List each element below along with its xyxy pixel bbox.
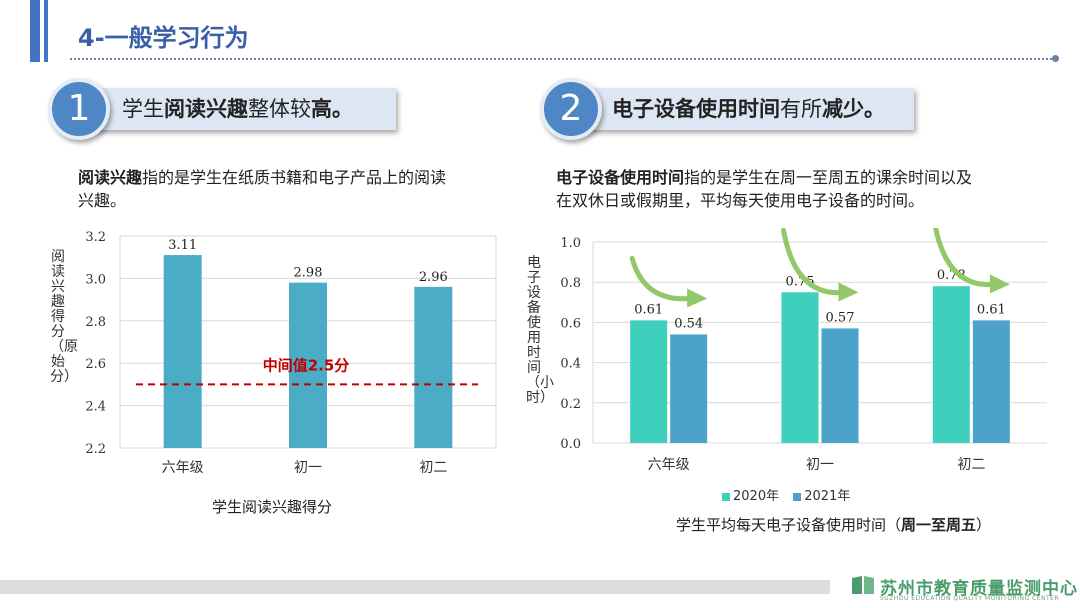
title-divider xyxy=(70,58,1052,60)
title-divider-end-dot xyxy=(1052,55,1059,62)
chart-2-data-label: 0.57 xyxy=(826,310,855,325)
chart-2-data-label: 0.75 xyxy=(786,274,815,289)
legend-label: 2021年 xyxy=(804,489,851,504)
section-2-heading: 电子设备使用时间有所减少。 xyxy=(580,88,914,130)
chart-2-device-usage: 0.0 0.2 0.4 0.6 0.8 1.0 六年级 0.61 0.54 初一 0.75 0.57 初… xyxy=(560,228,1047,473)
section-1-description: 阅读兴趣指的是学生在纸质书籍和电子产品上的阅读 兴趣。 xyxy=(78,166,508,212)
chart-1-bar xyxy=(289,282,327,448)
chart-1-y-tick-label: 3.0 xyxy=(85,272,106,287)
trend-arrow-icon xyxy=(629,255,694,302)
section-2-heading-bold: 电子设备使用时间 xyxy=(612,97,780,121)
legend-swatch-icon xyxy=(793,492,802,501)
trend-arrow-icon xyxy=(933,228,997,288)
section-2-heading-part: 有所 xyxy=(780,97,822,121)
chart-2-bar-2021 xyxy=(972,320,1010,443)
chart-2-data-label: 0.61 xyxy=(634,302,663,317)
book-logo-icon xyxy=(852,576,874,594)
section-2-number-badge: 2 xyxy=(540,78,602,140)
chart-1-y-axis-title: 阅读兴趣得分（原始分） xyxy=(50,249,78,385)
chart-2-y-tick-label: 0.8 xyxy=(560,276,581,291)
chart-2-y-axis-title: 电子设备使用时间（小时） xyxy=(526,255,554,406)
footer-bar xyxy=(0,580,830,594)
chart-1-bar xyxy=(414,286,453,448)
chart-2-data-label: 0.61 xyxy=(977,302,1006,317)
trend-arrow-head-icon xyxy=(838,282,859,302)
chart-1-bar xyxy=(163,255,202,448)
chart-1-data-label: 2.98 xyxy=(294,266,323,281)
chart-1-y-tick-label: 2.6 xyxy=(85,357,106,372)
chart-2-x-tick-label: 六年级 xyxy=(648,457,690,473)
chart-2-caption: 学生平均每天电子设备使用时间（周一至周五） xyxy=(676,514,991,535)
chart-1-x-tick-label: 初二 xyxy=(419,459,447,476)
chart-1-reading-interest: 2.2 2.4 2.6 2.8 3.0 3.2 3.11 六年级 2.98 初一 2.96 初二 中间值… xyxy=(85,230,497,476)
page-title: 4-一般学习行为 xyxy=(78,24,249,52)
title-accent-bar-thin xyxy=(44,0,48,62)
section-1-heading-part: 整体较 xyxy=(248,97,311,121)
chart-2-y-tick-label: 0.0 xyxy=(560,437,581,452)
trend-arrow-icon xyxy=(781,228,845,296)
chart-2-y-tick-label: 0.2 xyxy=(560,397,581,412)
legend-entry-2021: 2021年 xyxy=(793,489,850,504)
chart-1-x-tick-label: 初一 xyxy=(294,459,322,476)
section-1-heading: 学生阅读兴趣整体较高。 xyxy=(88,88,396,130)
chart-1-y-tick-label: 2.4 xyxy=(85,400,106,415)
chart-2-y-tick-label: 1.0 xyxy=(560,236,581,251)
title-accent-bar xyxy=(30,0,40,62)
chart-1-reference-label: 中间值2.5分 xyxy=(263,356,350,374)
chart-2-x-tick-label: 初二 xyxy=(957,456,985,473)
chart-2-bar-2020 xyxy=(781,292,819,443)
section-1-desc-text: 指的是学生在纸质书籍和电子产品上的阅读 xyxy=(142,168,447,187)
chart-1-y-tick-label: 2.2 xyxy=(85,442,106,457)
caption-part: ） xyxy=(976,516,992,534)
chart-2-bar-2020 xyxy=(630,320,668,443)
chart-2-legend: 2020年 2021年 xyxy=(722,485,850,504)
caption-bold: 周一至周五 xyxy=(901,516,977,534)
chart-1-y-tick-label: 3.2 xyxy=(85,230,106,245)
chart-2-y-tick-label: 0.6 xyxy=(560,316,581,331)
chart-1-x-tick-label: 六年级 xyxy=(162,460,204,476)
section-2-desc-text: 指的是学生在周一至周五的课余时间以及 xyxy=(684,168,973,187)
trend-arrow-head-icon xyxy=(687,288,708,308)
section-2-heading-bold: 减少。 xyxy=(822,97,885,121)
section-2-desc-text: 在双休日或假期里，平均每天使用电子设备的时间。 xyxy=(556,191,925,210)
caption-part: 学生平均每天电子设备使用时间（ xyxy=(676,516,902,534)
chart-1-y-tick-label: 2.8 xyxy=(85,315,106,330)
organization-name: 苏州市教育质量监测中心 xyxy=(880,579,1078,599)
legend-label: 2020年 xyxy=(733,489,780,504)
organization-name-english: SUZHOU EDUCATION QUALITY MONITORING CENT… xyxy=(880,595,1060,602)
section-1-heading-bold: 阅读兴趣 xyxy=(164,97,248,121)
chart-1-caption: 学生阅读兴趣得分 xyxy=(212,498,333,516)
section-2-desc-term: 电子设备使用时间 xyxy=(556,168,685,187)
legend-swatch-icon xyxy=(722,492,730,501)
section-1-number-badge: 1 xyxy=(48,78,110,140)
section-2-description: 电子设备使用时间指的是学生在周一至周五的课余时间以及 在双休日或假期里，平均每天… xyxy=(556,166,1056,212)
chart-2-bar-2021 xyxy=(670,334,708,443)
chart-2-data-label: 0.54 xyxy=(674,316,703,331)
chart-2-bar-2020 xyxy=(932,286,970,443)
chart-1-data-label: 3.11 xyxy=(168,238,197,253)
section-1-desc-text: 兴趣。 xyxy=(78,191,127,210)
section-1-heading-part: 学生 xyxy=(122,97,164,121)
chart-2-bar-2021 xyxy=(821,328,859,443)
section-1-desc-term: 阅读兴趣 xyxy=(78,168,143,187)
chart-2-y-tick-label: 0.4 xyxy=(560,357,581,372)
trend-arrow-head-icon xyxy=(989,274,1010,294)
section-1-heading-bold: 高。 xyxy=(311,97,353,121)
chart-2-x-tick-label: 初一 xyxy=(806,456,834,473)
chart-1-data-label: 2.96 xyxy=(419,270,448,285)
legend-entry-2020: 2020年 xyxy=(722,489,779,504)
